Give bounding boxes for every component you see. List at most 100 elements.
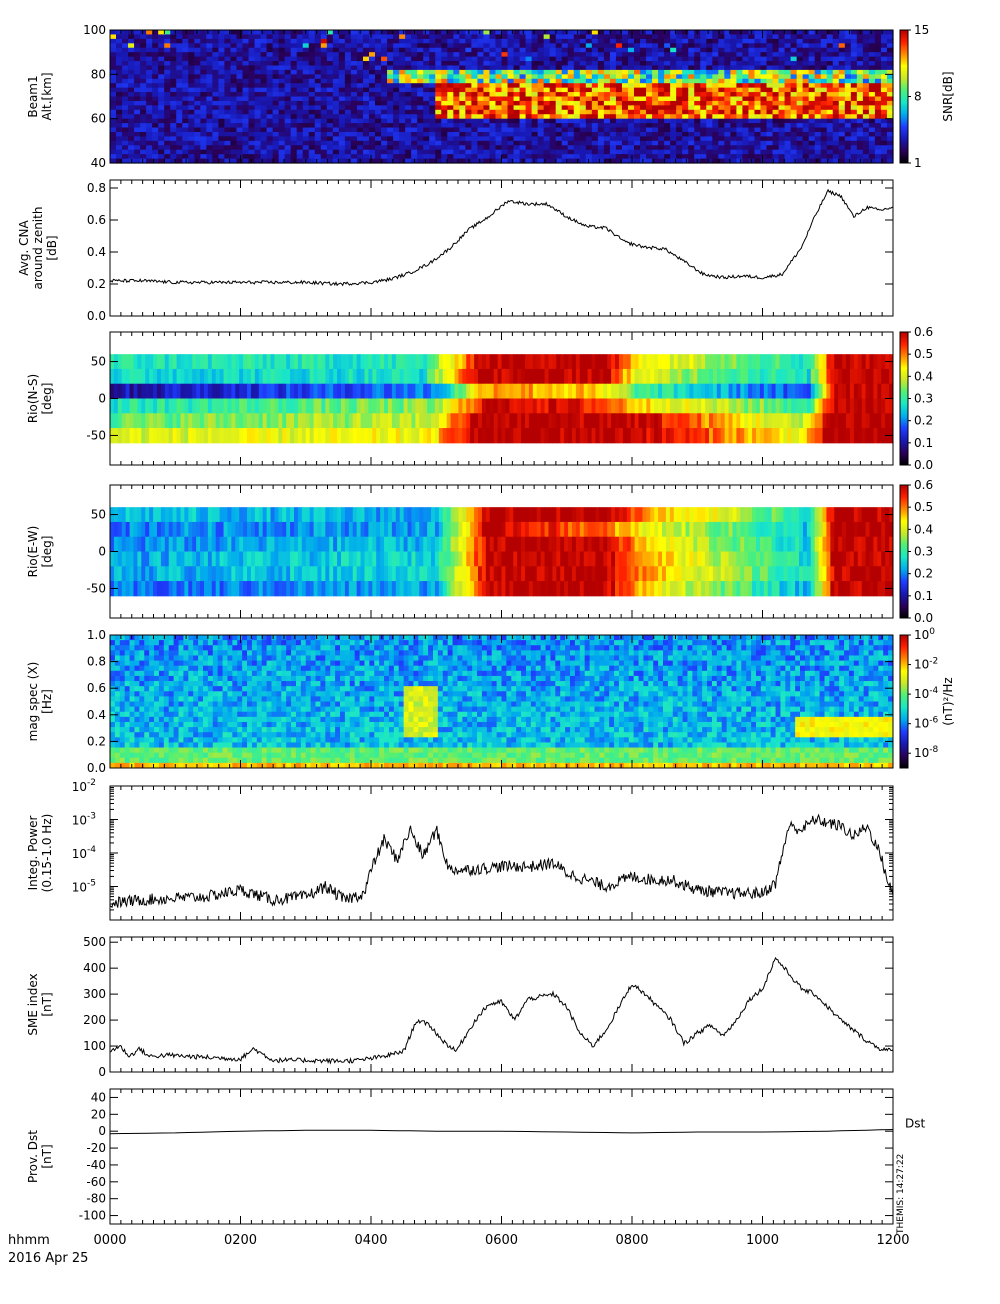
magspec-ytick-label: 1.0	[87, 628, 106, 642]
dst-ytick-label: -60	[86, 1175, 106, 1189]
magspec-ytick-label: 0.6	[87, 681, 106, 695]
sme-ytick-label: 200	[83, 1013, 106, 1027]
magspec-ytick-label: 0.2	[87, 734, 106, 748]
sme-ytick-label: 0	[98, 1065, 106, 1079]
cna-ytick-label: 0.2	[87, 277, 106, 291]
rio_ew-ytick-label: -50	[86, 581, 106, 595]
time-tick-label: 1000	[746, 1233, 779, 1248]
sme-ytick-label: 100	[83, 1039, 106, 1053]
beam1-ylabel-0: Beam1	[26, 75, 40, 117]
cna-series-line	[110, 190, 893, 285]
rio_ew-heatmap	[110, 507, 894, 596]
rio_ew-colorbar-tick: 0.2	[914, 567, 933, 581]
sme-ytick-label: 300	[83, 987, 106, 1001]
cna-ytick-label: 0.6	[87, 213, 106, 227]
integ_power-ytick-label: 10-2	[72, 778, 96, 794]
integ_power-series-line	[110, 815, 893, 908]
magspec-ytick-label: 0.0	[87, 761, 106, 775]
dst-ytick-label: -80	[86, 1192, 106, 1206]
dst-ytick-label: 0	[98, 1124, 106, 1138]
dst-panel	[110, 1130, 893, 1134]
cna-ylabel-0: Avg. CNA	[17, 220, 31, 276]
rio_ns-colorbar-tick: 0.5	[914, 347, 933, 361]
magspec-ytick-label: 0.8	[87, 655, 106, 669]
beam1-colorbar	[900, 30, 908, 163]
beam1-ytick-label: 80	[91, 67, 106, 81]
dst-series-line	[110, 1130, 893, 1134]
integ_power-ytick-label: 10-5	[72, 879, 96, 895]
rio_ns-ytick-label: -50	[86, 428, 106, 442]
time-tick-label: 1200	[876, 1233, 909, 1248]
cna-panel	[110, 190, 893, 285]
integ_power-ylabel-1: (0.15-1.0 Hz)	[40, 814, 54, 893]
rio_ew-colorbar-tick: 0.4	[914, 522, 933, 536]
time-tick-label: 0200	[224, 1233, 257, 1248]
cna-ytick-label: 0.8	[87, 181, 106, 195]
magspec-colorbar-tick: 10-4	[914, 686, 939, 701]
magspec-ylabel-0: mag spec (X)	[26, 662, 40, 742]
rio_ns-ytick-label: 50	[91, 355, 106, 369]
cna-ylabel-2: [dB]	[45, 235, 59, 260]
rio_ns-colorbar-tick: 0.6	[914, 325, 933, 339]
time-axis: 0000 0200 0400 0600 0800 1000 1200	[93, 1233, 909, 1248]
magspec-colorbar	[900, 635, 908, 768]
beam1-ylabel-1: Alt.[km]	[40, 72, 54, 120]
processing-stamp: THEMIS: 14:27:22	[896, 1154, 906, 1235]
rio_ew-colorbar-tick: 0.0	[914, 611, 933, 625]
rio_ns-colorbar-tick: 0.0	[914, 458, 933, 472]
rio_ew-colorbar	[900, 485, 908, 618]
integ_power-frame	[110, 786, 893, 920]
rio_ew-colorbar-tick: 0.6	[914, 478, 933, 492]
magspec-colorbar-tick: 10-2	[914, 657, 938, 672]
beam1-ytick-label: 40	[91, 156, 106, 170]
beam1-heatmap	[110, 30, 894, 164]
dst-frame	[110, 1089, 893, 1224]
rio_ns-ylabel-0: Rio(N-S)	[26, 374, 40, 423]
rio_ns-colorbar-tick: 0.4	[914, 369, 933, 383]
dst-ylabel-0: Prov. Dst	[26, 1130, 40, 1183]
rio_ew-ytick-label: 50	[91, 508, 106, 522]
rio_ns-colorbar-tick: 0.3	[914, 392, 933, 406]
sme-series-line	[110, 958, 893, 1063]
integ_power-ylabel-0: Integ. Power	[26, 816, 40, 891]
time-tick-label: 0600	[485, 1233, 518, 1248]
dst-series-label: Dst	[905, 1117, 925, 1131]
sme-panel	[110, 958, 893, 1063]
time-tick-label: 0800	[615, 1233, 648, 1248]
sme-ytick-label: 400	[83, 961, 106, 975]
rio_ns-ytick-label: 0	[98, 392, 106, 406]
magspec-ylabel-1: [Hz]	[40, 689, 54, 714]
rio_ns-ylabel-1: [deg]	[40, 383, 54, 415]
integ_power-panel	[110, 815, 893, 908]
beam1-colorbar-label: SNR[dB]	[941, 71, 955, 121]
dst-ytick-label: -20	[86, 1141, 106, 1155]
rio_ns-colorbar	[900, 332, 908, 465]
dst-ytick-label: 20	[91, 1107, 106, 1121]
rio_ew-colorbar-tick: 0.5	[914, 500, 933, 514]
magspec-colorbar-tick: 100	[914, 627, 935, 642]
beam1-ytick-label: 100	[83, 23, 106, 37]
beam1-colorbar-tick: 1	[914, 156, 922, 170]
dst-ytick-label: -100	[79, 1209, 106, 1223]
time-tick-label: 0000	[93, 1233, 126, 1248]
rio_ew-colorbar-tick: 0.1	[914, 589, 933, 603]
cna-ytick-label: 0.4	[87, 245, 106, 259]
magspec-colorbar-tick: 10-8	[914, 745, 939, 760]
beam1-colorbar-tick: 8	[914, 90, 922, 104]
time-tick-label: 0400	[354, 1233, 387, 1248]
cna-frame	[110, 180, 893, 316]
sme-ylabel-0: SME index	[26, 973, 40, 1035]
beam1-colorbar-tick: 15	[914, 23, 929, 37]
integ_power-ytick-label: 10-4	[72, 845, 97, 861]
rio_ew-ylabel-1: [deg]	[40, 536, 54, 568]
integ_power-ytick-label: 10-3	[72, 812, 96, 828]
rio_ew-ylabel-0: Rio(E-W)	[26, 526, 40, 578]
sme-ytick-label: 500	[83, 935, 106, 949]
dst-ylabel-1: [nT]	[40, 1144, 54, 1168]
cna-ylabel-1: around zenith	[31, 207, 45, 290]
dst-ytick-label: 40	[91, 1090, 106, 1104]
rio_ew-ytick-label: 0	[98, 545, 106, 559]
